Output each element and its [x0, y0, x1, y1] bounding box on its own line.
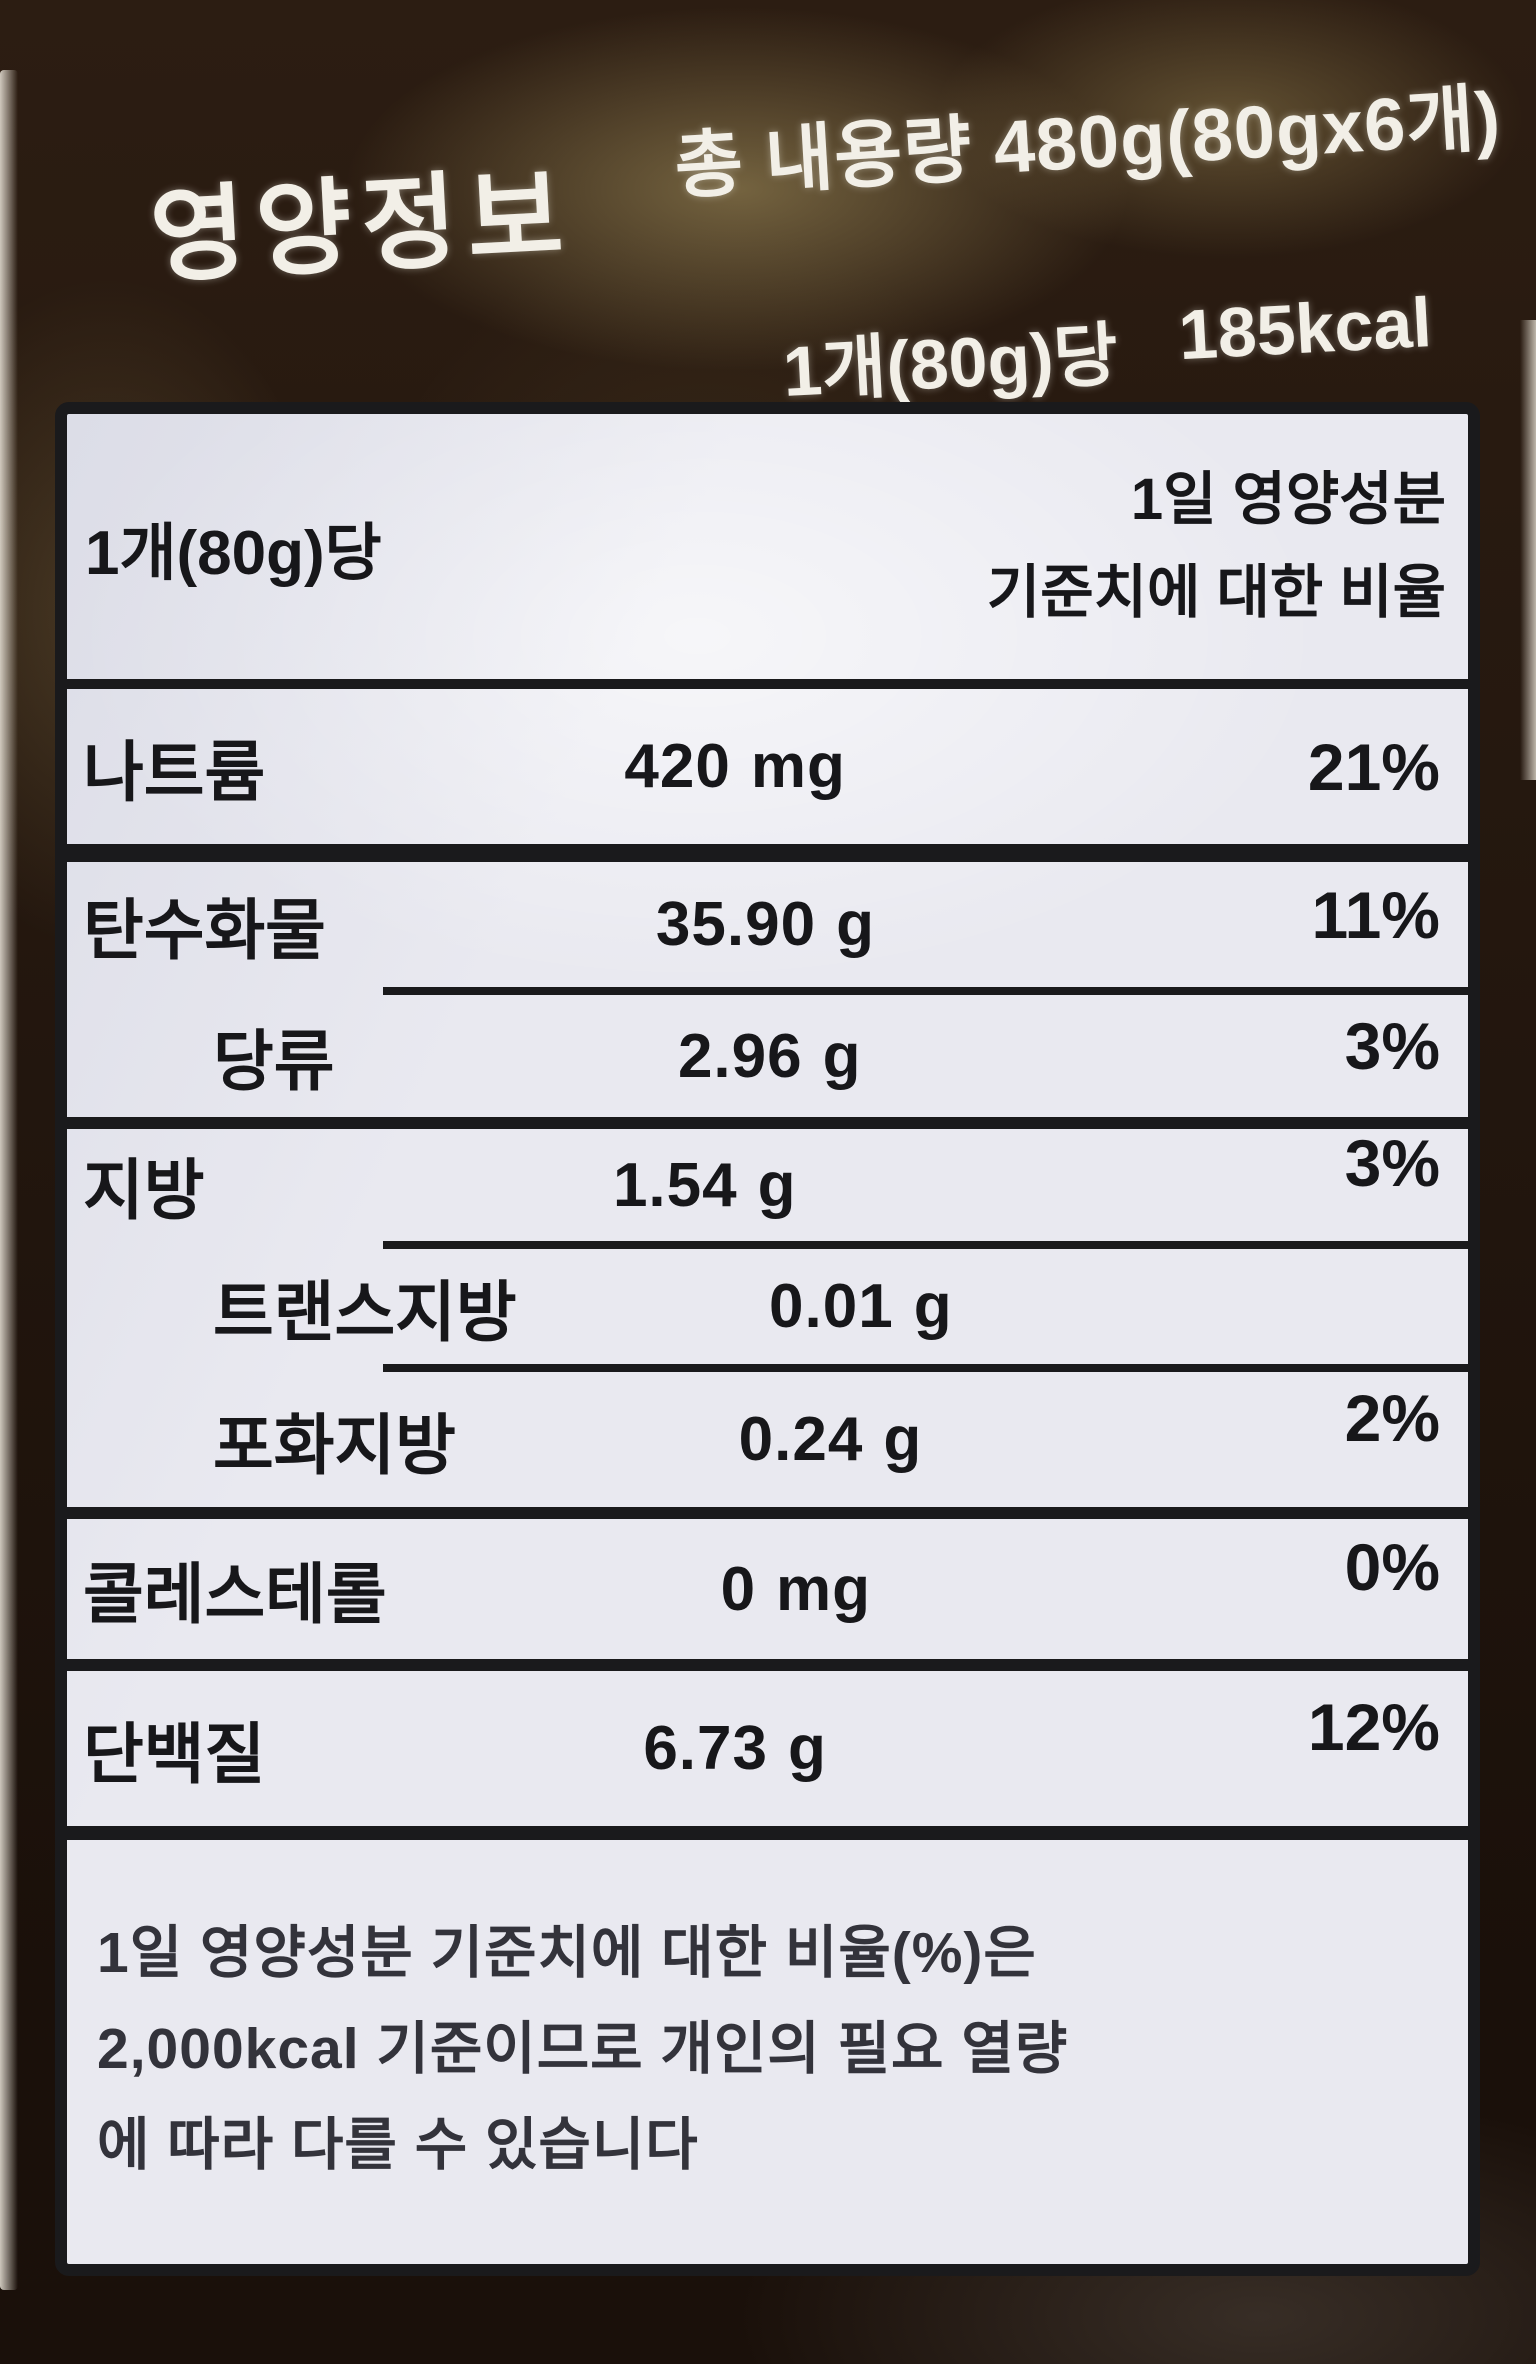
nutrient-percent: 2%: [1344, 1380, 1440, 1455]
daily-value-footnote: 1일 영양성분 기준치에 대한 비율(%)은 2,000kcal 기준이므로 개…: [67, 1826, 1468, 2264]
nutrient-percent: 11%: [1311, 877, 1440, 952]
header-serving-size: 1개(80g)당: [85, 518, 382, 588]
nutrient-value: 0 mg: [720, 1554, 872, 1624]
nutrient-percent: 3%: [1344, 1126, 1440, 1200]
nutrient-percent: 12%: [1307, 1689, 1440, 1764]
divider: [67, 1507, 1468, 1519]
nutrient-percent: 0%: [1344, 1530, 1440, 1604]
photo-right-edge: [1520, 320, 1536, 780]
footnote-line1: 1일 영양성분 기준치에 대한 비율(%)은: [97, 1921, 1037, 1985]
nutrient-value: 420 mg: [624, 732, 846, 801]
row-carbohydrate: 탄수화물 35.90 g 11%: [67, 862, 1468, 987]
row-sodium: 나트륨 420 mg 21%: [67, 689, 1468, 844]
nutrient-label: 당류: [213, 1024, 335, 1098]
divider-indented: [383, 1364, 1468, 1372]
nutrient-value: 1.54 g: [612, 1150, 797, 1220]
row-cholesterol: 콜레스테롤 0 mg 0%: [67, 1519, 1468, 1659]
header-daily-value-line1: 1일 영양성분: [1130, 466, 1446, 532]
nutrient-label: 나트륨: [83, 734, 266, 809]
per-serving-calories: 1개(80g)당 185kcal: [780, 282, 1434, 417]
nutrient-label: 콜레스테롤: [83, 1557, 387, 1631]
divider: [67, 679, 1468, 689]
nutrient-value: 0.24 g: [738, 1405, 923, 1474]
footnote-line3: 에 따라 다를 수 있습니다: [97, 2112, 699, 2177]
nutrient-label: 단백질: [83, 1716, 266, 1791]
divider-indented: [383, 1241, 1468, 1249]
footnote-line2: 2,000kcal 기준이므로 개인의 필요 열량: [97, 2016, 1069, 2081]
nutrient-label: 탄수화물: [83, 892, 326, 967]
nutrient-unit: g: [822, 1021, 862, 1091]
row-trans-fat: 트랜스지방 0.01 g: [67, 1249, 1468, 1364]
nutrient-unit: g: [836, 890, 875, 959]
divider: [67, 1117, 1468, 1129]
nutrient-unit: g: [757, 1150, 797, 1220]
nutrition-facts-panel: 1개(80g)당 1일 영양성분 기준치에 대한 비율 나트륨 420 mg 21…: [55, 402, 1480, 2276]
nutrient-unit: mg: [776, 1554, 872, 1624]
total-content-text: 총 내용량 480g(80gx6개): [672, 76, 1503, 208]
row-saturated-fat: 포화지방 0.24 g 2%: [67, 1372, 1468, 1507]
divider-indented: [383, 987, 1468, 995]
nutrient-unit: g: [787, 1714, 827, 1783]
row-fat: 지방 1.54 g 3%: [67, 1126, 1468, 1241]
divider: [67, 844, 1468, 862]
nutrient-value: 0.01 g: [769, 1272, 953, 1341]
header-daily-value: 1일 영양성분 기준치에 대한 비율: [987, 454, 1468, 640]
divider: [67, 1659, 1468, 1671]
nutrient-label: 트랜스지방: [213, 1274, 517, 1349]
row-protein: 단백질 6.73 g 12%: [67, 1671, 1468, 1826]
header-daily-value-line2: 기준치에 대한 비율: [986, 559, 1446, 625]
nutrient-value: 6.73 g: [643, 1714, 827, 1783]
nutrient-percent: 3%: [1344, 1009, 1440, 1083]
nutrient-unit: g: [913, 1272, 953, 1341]
nutrient-unit: mg: [750, 732, 846, 801]
nutrient-label: 지방: [83, 1153, 205, 1227]
per-serving-label: 1개(80g)당: [781, 315, 1120, 411]
nutrient-value: 35.90 g: [655, 890, 875, 959]
nutrient-label: 포화지방: [213, 1407, 456, 1482]
nutrient-percent: 21%: [1307, 729, 1440, 804]
row-sugars: 당류 2.96 g 3%: [67, 995, 1468, 1117]
per-serving-kcal: 185kcal: [1176, 283, 1434, 375]
nutrient-unit: g: [883, 1405, 923, 1474]
table-header: 1개(80g)당 1일 영양성분 기준치에 대한 비율: [67, 414, 1468, 679]
nutrition-info-title: 영양정보: [147, 157, 576, 296]
photo-left-edge: [0, 70, 18, 2290]
nutrient-value: 2.96 g: [677, 1021, 862, 1091]
